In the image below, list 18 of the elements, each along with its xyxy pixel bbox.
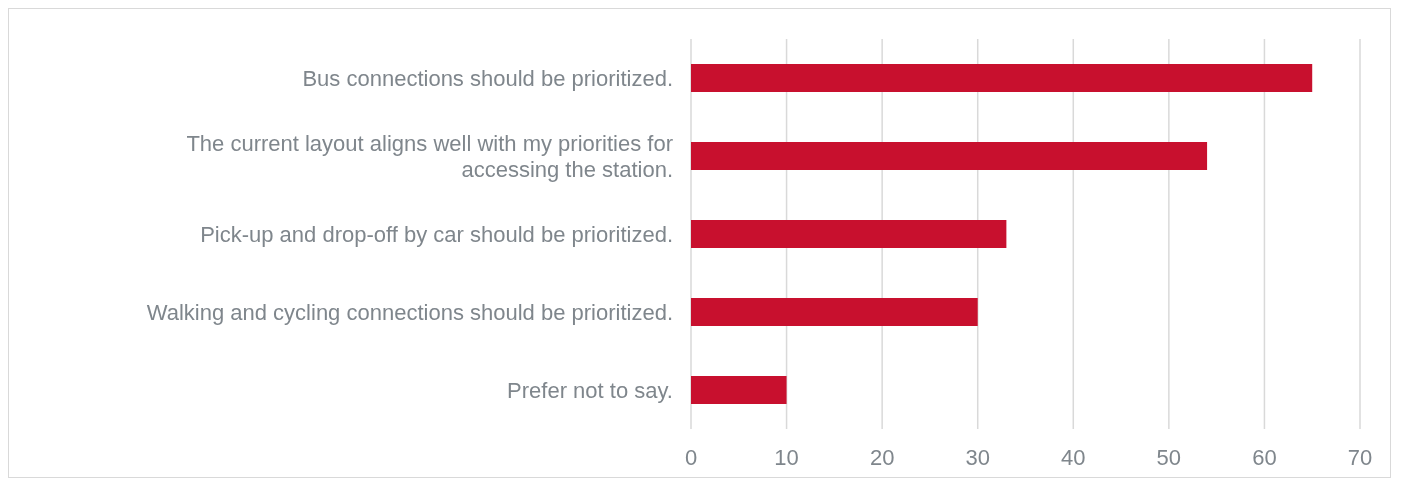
y-tick-label: Bus connections should be prioritized. xyxy=(302,65,673,91)
x-tick-label: 0 xyxy=(684,444,698,470)
y-tick-label: Walking and cycling connections should be prioritized. xyxy=(146,299,673,325)
x-tick-label: 70 xyxy=(1347,444,1373,470)
bar xyxy=(691,376,787,404)
x-tick-label: 40 xyxy=(1061,444,1086,470)
y-tick-label: Pick-up and drop-off by car should be prioritized. xyxy=(200,221,673,247)
bar xyxy=(691,298,978,326)
x-tick-label: 20 xyxy=(869,444,895,470)
bar xyxy=(691,142,1208,170)
y-tick-label: The current layout aligns well with my priorities for accessing the station. xyxy=(186,130,673,182)
x-tick-label: 60 xyxy=(1252,444,1277,470)
x-tick-label: 10 xyxy=(774,444,799,470)
bar xyxy=(691,64,1313,92)
y-tick-label: Prefer not to say. xyxy=(507,377,673,403)
x-tick-label: 30 xyxy=(965,444,990,470)
x-tick-label: 50 xyxy=(1156,444,1182,470)
bar xyxy=(691,220,1007,248)
